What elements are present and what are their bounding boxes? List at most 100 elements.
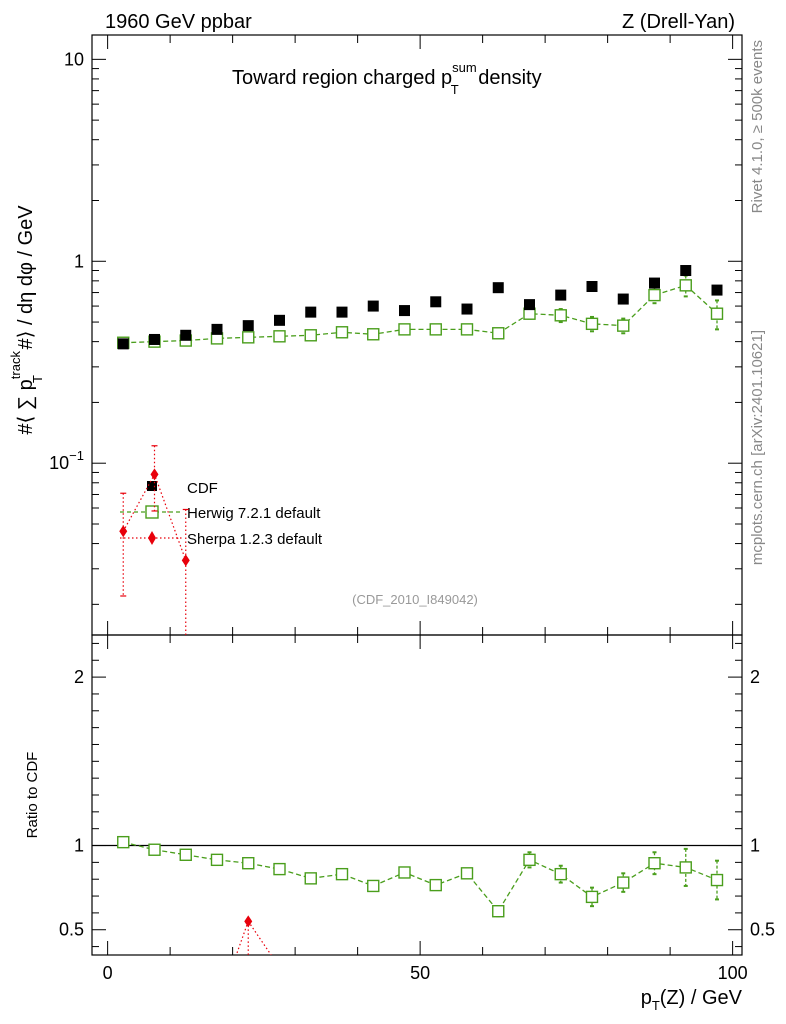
cdf-point xyxy=(492,282,504,294)
x-tick-label: 0 xyxy=(103,963,113,983)
rivet-label: Rivet 4.1.0, ≥ 500k events xyxy=(749,40,766,213)
herwig-point xyxy=(585,317,599,331)
cdf-point xyxy=(336,306,348,318)
herwig-ratio-point xyxy=(648,857,661,870)
herwig-point xyxy=(429,323,442,336)
herwig-ratio-point xyxy=(710,873,724,887)
herwig-point xyxy=(492,327,505,340)
sherpa-ratio-point xyxy=(244,915,253,928)
legend-marker-cdf xyxy=(147,481,157,491)
y-tick-label-main: 10−1 xyxy=(49,448,84,473)
y-axis-label: #⟨ ∑ ptrack T #⟩ / dη dφ / GeV xyxy=(8,205,45,435)
y-tick-label-main: 1 xyxy=(74,251,84,271)
herwig-point xyxy=(648,288,661,302)
herwig-ratio-point xyxy=(148,843,161,856)
herwig-point xyxy=(335,326,349,339)
y-axis-label-sup: track xyxy=(8,351,23,380)
y-tick-label-base: 1 xyxy=(74,251,84,271)
main-panel-marks xyxy=(117,265,724,635)
cdf-point xyxy=(617,293,629,305)
cdf-point xyxy=(180,329,192,341)
plot-title-post: density xyxy=(473,67,542,89)
herwig-ratio-point xyxy=(367,879,380,893)
x-axis-label: pT(Z) / GeV xyxy=(641,987,743,1013)
header-right: Z (Drell-Yan) xyxy=(622,11,735,33)
y-tick-label-ratio-left: 1 xyxy=(74,836,84,856)
plot-title-sup: sum xyxy=(452,60,477,75)
herwig-ratio-point xyxy=(273,862,286,876)
cdf-point xyxy=(461,303,473,315)
herwig-ratio-point xyxy=(585,890,599,904)
herwig-point xyxy=(304,329,317,342)
y-axis-label-post: #⟩ / dη dφ / GeV xyxy=(15,205,37,355)
y-tick-label-ratio-left: 2 xyxy=(74,667,84,687)
ratio-panel-marks xyxy=(117,835,724,955)
herwig-point xyxy=(710,307,724,320)
x-tick-label: 50 xyxy=(410,963,430,983)
y-tick-label-ratio-right: 2 xyxy=(750,667,760,687)
plot-title-sub: T xyxy=(451,82,459,97)
legend-marker-herwig xyxy=(145,505,159,519)
herwig-ratio-point xyxy=(554,867,567,881)
herwig-ratio-point xyxy=(617,876,630,889)
herwig-point xyxy=(367,328,380,341)
herwig-ratio-point xyxy=(679,861,692,874)
legend: CDF Herwig 7.2.1 default Sherpa 1.2.3 de… xyxy=(120,480,323,548)
herwig-point xyxy=(554,309,567,322)
herwig-ratio-point xyxy=(210,853,224,867)
herwig-ratio-point xyxy=(398,866,411,879)
y-axis-label-sub: T xyxy=(30,375,45,383)
cdf-point xyxy=(211,323,223,335)
x-axis-label-post: (Z) / GeV xyxy=(660,987,743,1009)
sherpa-ratio-line xyxy=(247,920,272,955)
cdf-point xyxy=(586,281,598,293)
cdf-point xyxy=(242,320,254,332)
analysis-id: (CDF_2010_I849042) xyxy=(352,592,478,607)
herwig-ratio-point xyxy=(304,872,317,885)
herwig-point xyxy=(398,323,411,336)
plot-title-pre: Toward region charged p xyxy=(232,67,452,89)
y-tick-label-base: 10 xyxy=(64,49,84,69)
header-left: 1960 GeV ppbar xyxy=(105,11,252,33)
y-tick-label-main: 10 xyxy=(64,49,84,69)
cdf-point xyxy=(305,306,317,318)
herwig-point xyxy=(273,330,286,343)
cdf-point xyxy=(649,277,660,289)
herwig-ratio-point xyxy=(460,867,474,880)
ratio-plot-frame xyxy=(91,634,743,956)
herwig-ratio-point xyxy=(492,905,505,918)
plot-title: Toward region charged psum T density xyxy=(232,60,542,97)
cdf-point xyxy=(367,300,379,312)
y-tick-label-base: 10 xyxy=(49,453,69,473)
herwig-point xyxy=(679,279,692,292)
marks-layer xyxy=(117,265,724,955)
x-tick-label: 100 xyxy=(718,963,748,983)
herwig-ratio-point xyxy=(179,848,192,861)
sherpa-point xyxy=(119,525,128,538)
y-tick-label-exp: −1 xyxy=(69,448,84,463)
herwig-ratio-point xyxy=(335,867,349,881)
cdf-point xyxy=(149,333,160,345)
y-axis-label-pre: #⟨ ∑ p xyxy=(15,379,37,434)
cdf-point xyxy=(430,296,442,308)
herwig-ratio-point xyxy=(523,853,536,867)
herwig-ratio-point xyxy=(429,878,442,892)
mcplots-label: mcplots.cern.ch [arXiv:2401.10621] xyxy=(749,330,766,565)
cdf-point xyxy=(524,299,535,311)
x-axis-label-main: p xyxy=(641,987,652,1009)
x-axis-label-sub: T xyxy=(652,998,660,1013)
y-tick-label-ratio-right: 1 xyxy=(750,836,760,856)
legend-label-herwig: Herwig 7.2.1 default xyxy=(187,505,321,522)
sherpa-point xyxy=(150,468,159,481)
cdf-point xyxy=(117,338,129,350)
ratio-y-axis-label: Ratio to CDF xyxy=(24,752,41,839)
herwig-point xyxy=(460,323,474,336)
y-tick-label-ratio-left: 0.5 xyxy=(59,920,84,940)
cdf-point xyxy=(680,265,692,277)
cdf-point xyxy=(711,284,723,296)
herwig-point xyxy=(242,331,255,344)
sherpa-point xyxy=(181,554,190,567)
cdf-point xyxy=(555,289,567,301)
